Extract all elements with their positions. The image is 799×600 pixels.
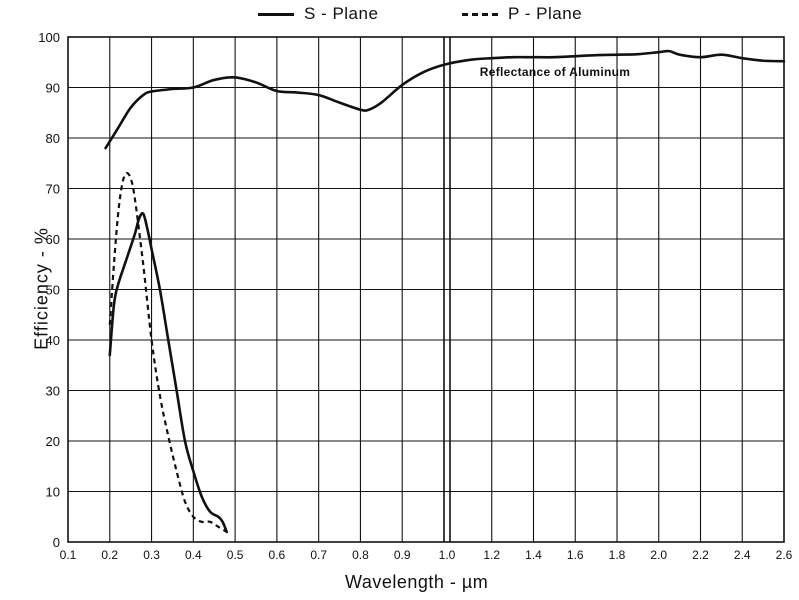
y-tick-label: 40 (46, 333, 60, 348)
annotation-reflectance-label: Reflectance of Aluminum (480, 65, 630, 79)
x-tick-label: 0.9 (394, 548, 411, 562)
legend-item-p-plane: P - Plane (462, 4, 582, 24)
series-line-s-plane (108, 212, 229, 534)
x-tick-label: 2.0 (650, 548, 667, 562)
y-tick-label: 10 (46, 485, 60, 500)
y-tick-label: 100 (38, 30, 60, 45)
series-line-reflectance-of-aluminum (104, 49, 786, 150)
x-tick-label: 1.0 (439, 548, 456, 562)
x-tick-label: 2.4 (734, 548, 751, 562)
x-tick-label: 0.5 (227, 548, 244, 562)
x-tick-label: 0.1 (60, 548, 77, 562)
y-tick-label: 70 (46, 182, 60, 197)
x-tick-label: 0.7 (310, 548, 327, 562)
legend: S - Plane P - Plane (0, 4, 799, 28)
legend-swatch-dashed (462, 12, 498, 16)
x-tick-label: 0.6 (269, 548, 286, 562)
y-tick-label: 90 (46, 81, 60, 96)
x-tick-label: 2.6 (776, 548, 793, 562)
x-tick-label: 1.4 (525, 548, 542, 562)
x-tick-label: 0.3 (143, 548, 160, 562)
legend-label-p-plane: P - Plane (508, 4, 583, 23)
x-tick-label: 0.2 (101, 548, 118, 562)
y-tick-label: 50 (46, 283, 60, 298)
y-tick-label: 20 (46, 434, 60, 449)
x-tick-label: 0.4 (185, 548, 202, 562)
y-tick-label: 0 (53, 535, 60, 550)
y-tick-label: 80 (46, 131, 60, 146)
y-tick-label: 30 (46, 384, 60, 399)
x-tick-label: 1.6 (567, 548, 584, 562)
series-line-p-plane (108, 172, 228, 533)
y-tick-label: 60 (46, 232, 60, 247)
x-tick-label: 0.8 (352, 548, 369, 562)
x-axis-label: Wavelength - µm (345, 572, 489, 592)
legend-item-s-plane: S - Plane (258, 4, 378, 24)
y-axis-label: Efficiency - % (31, 227, 52, 350)
legend-swatch-solid (258, 12, 294, 16)
x-tick-label: 2.2 (692, 548, 709, 562)
x-tick-label: 1.2 (483, 548, 500, 562)
x-tick-label: 1.8 (609, 548, 626, 562)
legend-label-s-plane: S - Plane (304, 4, 379, 23)
